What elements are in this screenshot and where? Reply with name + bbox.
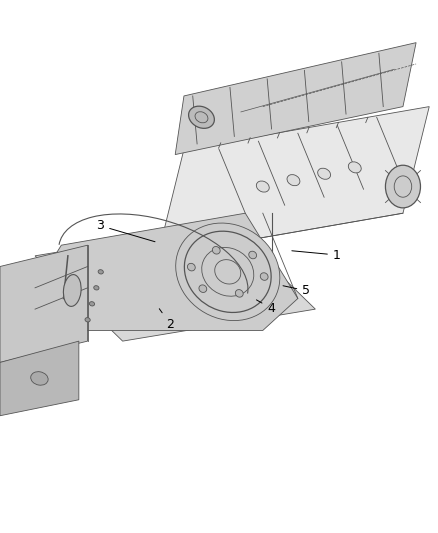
Ellipse shape — [64, 274, 81, 306]
Ellipse shape — [85, 318, 90, 322]
Ellipse shape — [212, 246, 220, 254]
Ellipse shape — [94, 286, 99, 290]
Ellipse shape — [385, 165, 420, 208]
Ellipse shape — [249, 251, 257, 259]
Text: 3: 3 — [96, 219, 155, 242]
Ellipse shape — [189, 106, 214, 128]
Ellipse shape — [235, 289, 243, 297]
Ellipse shape — [287, 175, 300, 185]
Text: 4: 4 — [256, 300, 275, 315]
Polygon shape — [175, 43, 416, 155]
Ellipse shape — [348, 162, 361, 173]
Polygon shape — [35, 224, 315, 341]
Polygon shape — [0, 245, 88, 362]
Text: 5: 5 — [283, 284, 310, 297]
Ellipse shape — [31, 372, 48, 385]
Ellipse shape — [199, 285, 207, 293]
Ellipse shape — [89, 302, 95, 306]
Ellipse shape — [187, 263, 195, 271]
Polygon shape — [35, 213, 298, 330]
Text: 1: 1 — [292, 248, 341, 262]
Polygon shape — [158, 107, 429, 256]
Ellipse shape — [256, 181, 269, 192]
Ellipse shape — [98, 270, 103, 274]
Ellipse shape — [176, 223, 280, 321]
Text: 2: 2 — [159, 309, 174, 331]
Ellipse shape — [260, 273, 268, 280]
Polygon shape — [0, 341, 79, 416]
Ellipse shape — [318, 168, 331, 179]
